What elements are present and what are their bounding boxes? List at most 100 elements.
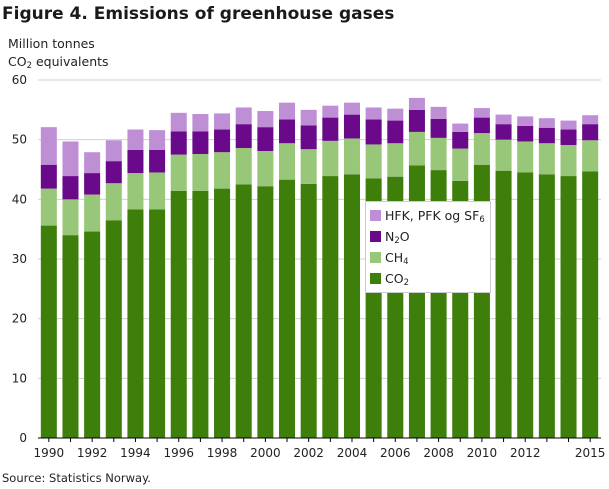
legend-item-co2: CO2 xyxy=(370,271,409,288)
bar-segment-hfk-pfk-og-sf6-2006 xyxy=(387,108,404,121)
bar-segment-hfk-pfk-og-sf6-2007 xyxy=(408,97,425,110)
bar-segment-hfk-pfk-og-sf6-2000 xyxy=(257,111,274,128)
y-tick-label: 50 xyxy=(12,133,27,147)
bar-segment-n2o-1994 xyxy=(127,149,144,174)
x-tick-label: 1994 xyxy=(120,446,151,460)
bar-segment-ch4-1996 xyxy=(170,154,187,191)
bar-segment-ch4-1992 xyxy=(84,194,101,232)
bar-segment-n2o-2006 xyxy=(387,120,404,144)
bar-segment-n2o-2001 xyxy=(279,119,296,144)
bar-segment-n2o-2013 xyxy=(538,127,555,144)
bar-segment-co2-2012 xyxy=(517,172,534,438)
bar-segment-co2-2004 xyxy=(343,174,360,439)
y-tick-label: 30 xyxy=(12,252,27,266)
bar-segment-n2o-2003 xyxy=(322,117,339,141)
bar-segment-co2-2015 xyxy=(582,171,599,439)
bar-segment-ch4-2001 xyxy=(279,143,296,180)
bar-segment-hfk-pfk-og-sf6-2013 xyxy=(538,118,555,128)
bar-segment-n2o-1996 xyxy=(170,131,187,155)
bar-segment-n2o-1995 xyxy=(149,149,166,173)
x-tick-label: 2008 xyxy=(423,446,454,460)
bar-segment-ch4-1991 xyxy=(62,199,79,236)
bar-segment-hfk-pfk-og-sf6-2009 xyxy=(452,123,469,132)
bar-segment-co2-2003 xyxy=(322,176,339,438)
x-tick-label: 2010 xyxy=(467,446,498,460)
bar-segment-co2-1992 xyxy=(84,231,101,438)
bar-segment-co2-1994 xyxy=(127,209,144,438)
bar-segment-n2o-2011 xyxy=(495,124,512,140)
bar-segment-ch4-2006 xyxy=(387,143,404,177)
bar-segment-ch4-2010 xyxy=(473,133,490,165)
x-tick-label: 2002 xyxy=(293,446,324,460)
bar-segment-hfk-pfk-og-sf6-2012 xyxy=(517,116,534,126)
bar-segment-ch4-2005 xyxy=(365,144,382,179)
legend-item-ch4: CH4 xyxy=(370,250,409,267)
bar-segment-n2o-2000 xyxy=(257,127,274,152)
bar-segment-hfk-pfk-og-sf6-2011 xyxy=(495,114,512,125)
bar-segment-n2o-2010 xyxy=(473,117,490,134)
x-tick-label: 1992 xyxy=(77,446,108,460)
legend-swatch xyxy=(370,252,381,263)
bar-segment-n2o-2002 xyxy=(300,125,317,150)
bar-segment-n2o-2005 xyxy=(365,119,382,145)
bar-segment-n2o-2004 xyxy=(343,114,360,139)
bar-segment-hfk-pfk-og-sf6-2005 xyxy=(365,107,382,120)
bar-segment-ch4-2000 xyxy=(257,151,274,187)
x-tick-label: 1996 xyxy=(163,446,194,460)
y-tick-label: 20 xyxy=(12,312,27,326)
bar-segment-co2-2001 xyxy=(279,179,296,439)
axes: 0 10 20 30 40 50 60 1990 1992 1994 1996 1998 2000 200… xyxy=(12,73,606,460)
legend-swatch xyxy=(370,210,381,221)
bar-segment-n2o-2012 xyxy=(517,125,534,142)
y-axis-unit-line1: Million tonnes xyxy=(8,36,95,51)
chart-title: Figure 4. Emissions of greenhouse gases xyxy=(2,4,395,24)
bar-segment-hfk-pfk-og-sf6-2001 xyxy=(279,102,296,120)
bar-segment-co2-1995 xyxy=(149,209,166,438)
x-tick-label: 2006 xyxy=(380,446,411,460)
bar-segment-ch4-1997 xyxy=(192,153,209,191)
bar-segment-hfk-pfk-og-sf6-2004 xyxy=(343,102,360,115)
legend-item-hfk-pfk-og-sf6: HFK, PFK og SF6 xyxy=(370,208,485,225)
bar-segment-hfk-pfk-og-sf6-1990 xyxy=(40,127,57,165)
x-tick-label: 1990 xyxy=(34,446,65,460)
bar-segment-hfk-pfk-og-sf6-1992 xyxy=(84,152,101,174)
bar-segment-co2-2000 xyxy=(257,186,274,438)
x-tick-label: 2015 xyxy=(575,446,606,460)
bar-segment-co2-1993 xyxy=(105,220,122,438)
x-tick-label: 2004 xyxy=(337,446,368,460)
bar-segment-ch4-2003 xyxy=(322,140,339,177)
bar-segment-hfk-pfk-og-sf6-1996 xyxy=(170,112,187,132)
bar-segment-co2-1999 xyxy=(235,184,252,438)
bar-segment-co2-2002 xyxy=(300,183,317,438)
bar-segment-hfk-pfk-og-sf6-2014 xyxy=(560,120,577,130)
bar-segment-ch4-2004 xyxy=(343,138,360,175)
bar-segment-n2o-2008 xyxy=(430,118,447,138)
bar-segment-co2-1997 xyxy=(192,190,209,438)
y-axis-unit-line2: CO2 equivalents xyxy=(8,54,109,71)
y-tick-label: 40 xyxy=(12,192,27,206)
bar-segment-ch4-2009 xyxy=(452,148,469,181)
x-tick-label: 2012 xyxy=(510,446,541,460)
bar-segment-hfk-pfk-og-sf6-1994 xyxy=(127,129,144,150)
bar-segment-ch4-2013 xyxy=(538,143,555,175)
bar-segment-hfk-pfk-og-sf6-1999 xyxy=(235,107,252,125)
bar-segment-hfk-pfk-og-sf6-1995 xyxy=(149,130,166,150)
bar-segment-ch4-1998 xyxy=(214,152,231,189)
bar-segment-ch4-2012 xyxy=(517,141,534,173)
bar-segment-hfk-pfk-og-sf6-2003 xyxy=(322,105,339,118)
bar-segment-co2-2013 xyxy=(538,174,555,439)
bar-segment-ch4-1995 xyxy=(149,172,166,210)
bar-segment-hfk-pfk-og-sf6-1991 xyxy=(62,141,79,177)
bar-segment-co2-1998 xyxy=(214,188,231,438)
bar-segment-n2o-1991 xyxy=(62,176,79,200)
bar-segment-hfk-pfk-og-sf6-2015 xyxy=(582,115,599,125)
bar-segment-ch4-1994 xyxy=(127,173,144,210)
legend: HFK, PFK og SF6 N2O CH4 CO2 xyxy=(365,201,491,293)
bar-segment-hfk-pfk-og-sf6-2002 xyxy=(300,109,317,126)
bar-segment-co2-2011 xyxy=(495,170,512,438)
gridlines xyxy=(38,79,601,379)
bar-segment-n2o-2015 xyxy=(582,124,599,141)
bar-segment-n2o-1997 xyxy=(192,131,209,154)
source-note: Source: Statistics Norway. xyxy=(2,471,151,485)
legend-swatch xyxy=(370,231,381,242)
